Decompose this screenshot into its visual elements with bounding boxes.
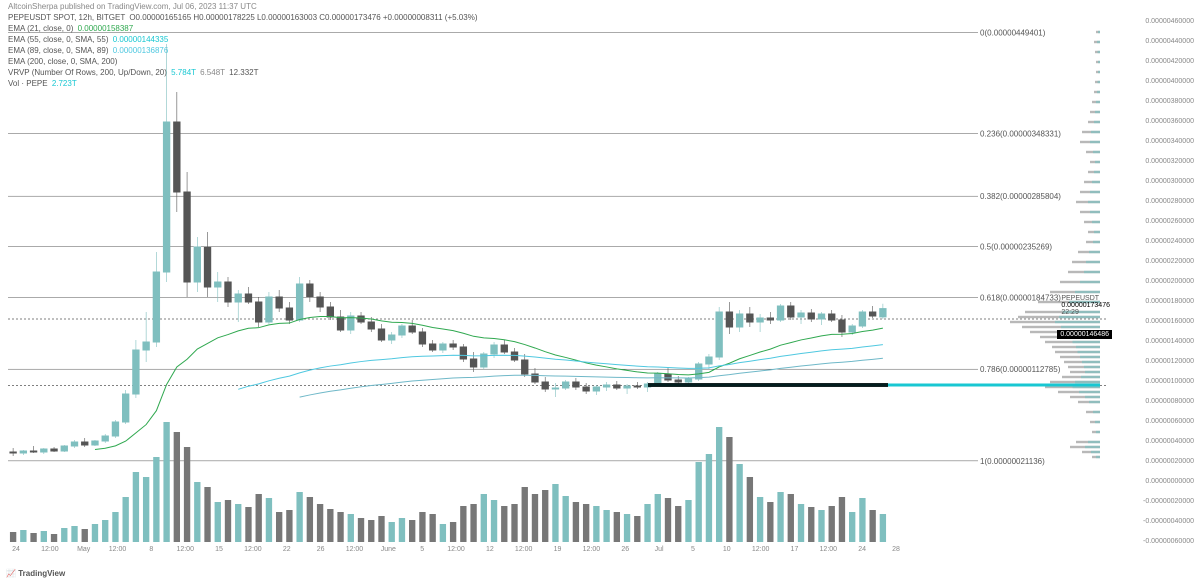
- chart-svg: 0(0.00000449401) 0.236(0.00000348331) 0.38…: [8, 12, 1108, 542]
- chart-area[interactable]: 0(0.00000449401) 0.236(0.00000348331) 0.38…: [8, 12, 1108, 542]
- sym-time: 22:29: [1061, 309, 1110, 316]
- svg-text:0.382(0.00000285804): 0.382(0.00000285804): [980, 192, 1061, 201]
- sym-price: 0.00000173476: [1061, 302, 1110, 309]
- svg-text:0.786(0.00000112785): 0.786(0.00000112785): [980, 365, 1061, 374]
- symbol-badge: PEPEUSDT 0.00000173476 22:29: [1059, 295, 1112, 316]
- footer: 📈 TradingView: [6, 569, 65, 578]
- sym-name: PEPEUSDT: [1061, 295, 1110, 302]
- y-axis: 0.000004600000.000004400000.000004200000…: [1114, 12, 1196, 542]
- tradingview-logo-icon: 📈: [6, 569, 16, 578]
- tv-label: TradingView: [18, 569, 65, 578]
- publish-line: AltcoinSherpa published on TradingView.c…: [8, 2, 257, 11]
- svg-text:0(0.00000449401): 0(0.00000449401): [980, 29, 1046, 38]
- svg-text:0.236(0.00000348331): 0.236(0.00000348331): [980, 130, 1061, 139]
- svg-text:1(0.00000021136): 1(0.00000021136): [980, 457, 1045, 466]
- price-badge: 0.00000146486: [1057, 330, 1112, 339]
- x-axis: 2412:00May12:00812:001512:00222612:00Jun…: [8, 546, 1108, 560]
- svg-text:0.5(0.00000235269): 0.5(0.00000235269): [980, 243, 1052, 252]
